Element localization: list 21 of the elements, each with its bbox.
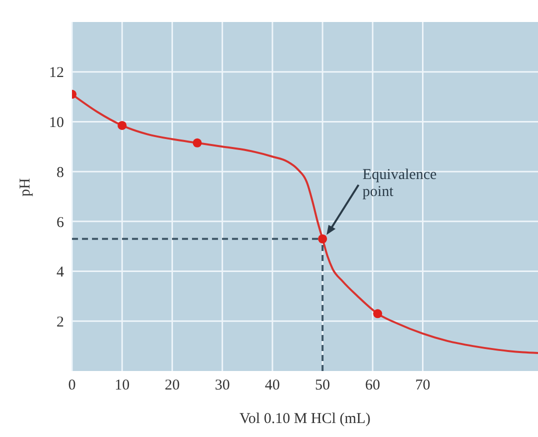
x-tick-label: 20 <box>164 378 180 394</box>
y-tick-label: 4 <box>56 264 64 281</box>
point <box>373 309 382 318</box>
point <box>318 234 328 244</box>
point <box>192 138 202 148</box>
y-tick-label: 6 <box>56 214 64 231</box>
x-axis-title: Vol 0.10 M HCl (mL) <box>240 411 370 427</box>
x-tick-label: 60 <box>365 378 380 394</box>
x-tick-label: 0 <box>68 378 76 394</box>
y-tick-label: 10 <box>49 115 64 132</box>
y-axis-title: pH <box>17 178 34 196</box>
y-tick-label: 8 <box>56 164 64 181</box>
y-tick-label: 2 <box>56 314 64 330</box>
x-tick-label: 70 <box>415 378 430 394</box>
y-tick-label: 12 <box>49 65 64 82</box>
point <box>118 120 127 130</box>
annotation: Equivalence point <box>362 166 438 200</box>
x-tick-label: 40 <box>264 378 280 394</box>
x-tick-label: 50 <box>315 378 330 394</box>
x-tick-label: 30 <box>214 378 230 394</box>
x-tick-label: 10 <box>114 378 130 394</box>
